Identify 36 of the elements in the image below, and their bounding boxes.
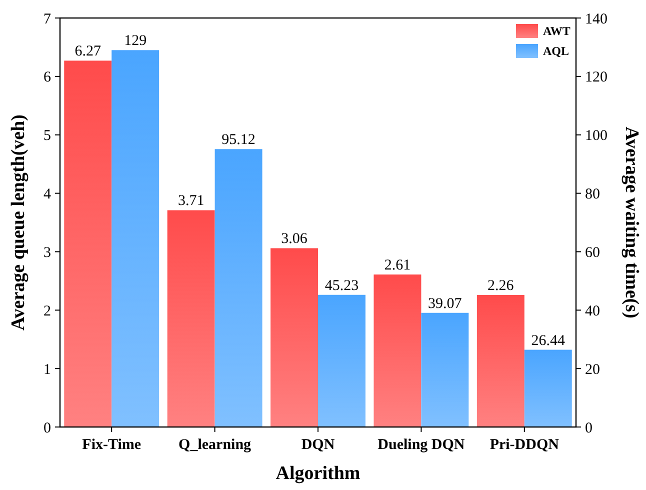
data-label: 6.27	[74, 44, 102, 60]
x-tick-label: Pri-DDQN	[490, 437, 560, 453]
y2-tick-label: 120	[585, 70, 608, 86]
y2-tick-label: 80	[585, 186, 600, 203]
data-label: 95.12	[222, 132, 256, 148]
x-tick-label: Dueling DQN	[378, 437, 465, 453]
y-tick-label: 2	[44, 303, 51, 320]
data-label: 45.23	[324, 278, 359, 294]
y2-tick-label: 60	[585, 244, 600, 261]
y2-tick-label: 20	[585, 362, 600, 378]
y2-tick-label: 0	[585, 420, 592, 436]
y-tick-label: 1	[44, 362, 51, 378]
data-label: 39.07	[428, 296, 462, 312]
y-tick-label: 4	[44, 186, 52, 203]
y-tick-label: 6	[44, 70, 52, 86]
y2-tick-label: 140	[585, 11, 608, 28]
x-tick-label: Fix-Time	[82, 437, 142, 453]
data-label: 3.06	[281, 231, 308, 248]
y-tick-label: 7	[44, 11, 52, 28]
y2-tick-label: 40	[585, 303, 600, 320]
data-label: 26.44	[531, 332, 566, 349]
y-axis-title: Average queue length(veh)	[8, 114, 29, 331]
y-tick-label: 0	[44, 420, 51, 436]
x-axis-title: Algorithm	[276, 463, 360, 484]
data-label: 3.71	[178, 193, 204, 210]
y-tick-label: 5	[44, 128, 51, 144]
y2-tick-label: 100	[585, 128, 608, 144]
data-label: 129	[124, 33, 147, 50]
legend-label: AWT	[543, 24, 570, 38]
x-tick-label: DQN	[301, 437, 335, 453]
legend-label: AQL	[543, 44, 570, 58]
data-label: 2.61	[384, 258, 411, 274]
data-label: 2.26	[488, 278, 514, 294]
x-tick-label: Q_learning	[178, 437, 252, 453]
y-tick-label: 3	[44, 244, 51, 261]
y2-axis-title: Average waiting time(s)	[621, 126, 642, 318]
